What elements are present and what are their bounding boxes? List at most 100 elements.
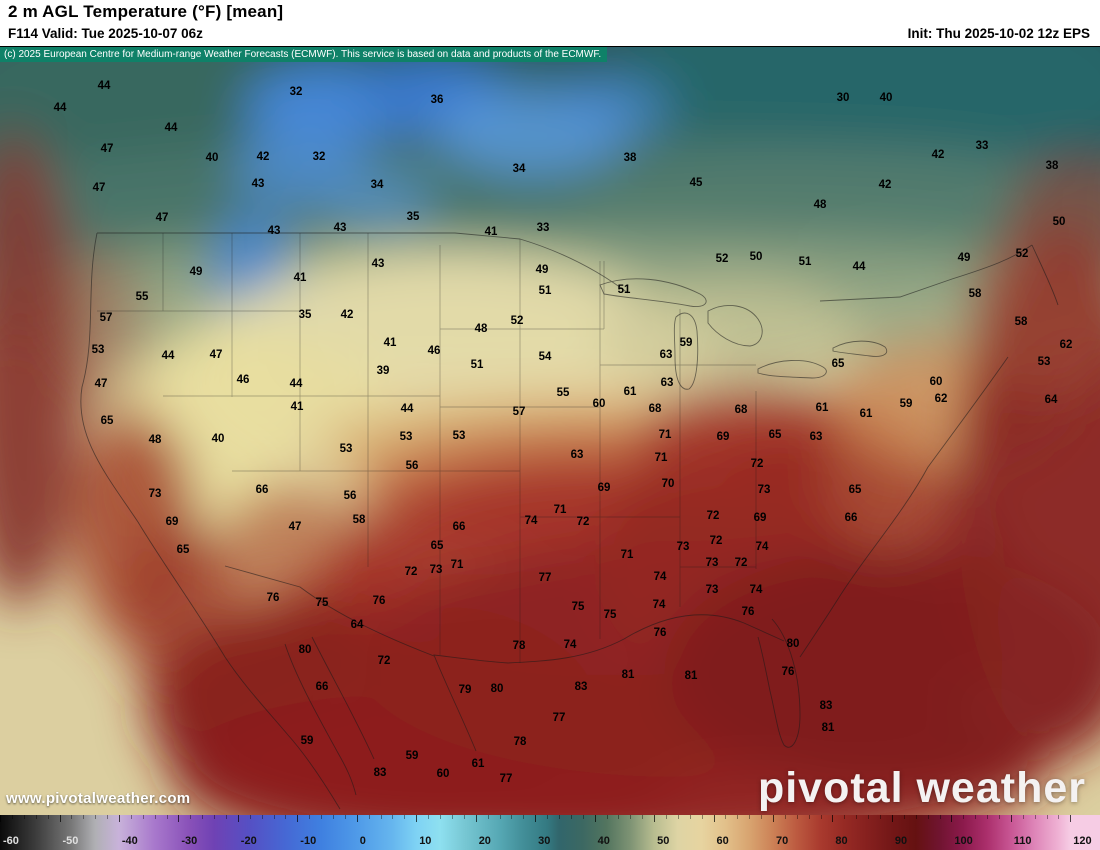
colorbar-tick [582, 815, 584, 819]
colorbar-tick [856, 815, 858, 819]
colorbar-tick [1010, 815, 1012, 822]
colorbar-tick [59, 815, 61, 822]
colorbar-tick [309, 815, 311, 819]
colorbar-tick [796, 815, 798, 819]
colorbar-tick [321, 815, 323, 819]
colorbar-tick [178, 815, 180, 822]
colorbar-tick-label: -50 [62, 835, 79, 847]
colorbar-tick [832, 815, 834, 822]
ecmwf-copyright: (c) 2025 European Centre for Medium-rang… [0, 47, 608, 62]
colorbar-tick [630, 815, 632, 819]
colorbar-tick [523, 815, 525, 819]
colorbar-tick [737, 815, 739, 819]
colorbar-tick [285, 815, 287, 819]
colorbar-tick [891, 815, 893, 822]
colorbar-tick [368, 815, 370, 819]
colorbar-tick [11, 815, 13, 819]
colorbar-tick [416, 815, 418, 822]
colorbar-tick [618, 815, 620, 819]
colorbar-tick-label: -40 [121, 835, 138, 847]
colorbar-tick [71, 815, 73, 819]
colorbar-tick [23, 815, 25, 819]
colorbar-tick [214, 815, 216, 819]
colorbar-tick [808, 815, 810, 819]
colorbar-tick [392, 815, 394, 819]
colorbar-tick [118, 815, 120, 822]
colorbar-tick [689, 815, 691, 819]
colorbar-tick-label: 110 [1013, 835, 1032, 847]
colorbar-tick [749, 815, 751, 819]
colorbar-tick-label: 120 [1073, 835, 1092, 847]
colorbar-tick [107, 815, 108, 819]
colorbar-tick [820, 815, 822, 819]
colorbar-tick-label: -60 [3, 835, 19, 847]
colorbar-tick [499, 815, 501, 819]
colorbar-tick [35, 815, 37, 819]
colorbar-tick [868, 815, 870, 819]
colorbar-tick [677, 815, 679, 819]
colorbar-tick [535, 815, 537, 822]
colorbar-tick-label: 0 [359, 835, 366, 847]
colorbar-tick [404, 815, 406, 819]
colorbar-tick-label: 20 [478, 835, 491, 847]
colorbar-tick [665, 815, 667, 819]
colorbar-tick [547, 815, 548, 819]
valid-time-label: F114 Valid: Tue 2025-10-07 06z [8, 26, 203, 41]
colorbar-tick-label: 90 [894, 835, 908, 847]
colorbar-tick [166, 815, 168, 819]
colorbar-tick [939, 815, 941, 819]
colorbar-tick [725, 815, 727, 819]
colorbar-tick [0, 815, 1, 822]
colorbar-tick [761, 815, 763, 819]
temperature-colorbar: -60 -50 -40 -30 -20 -10 0 10 20 30 40 50 60 70 80 90 100… [0, 815, 1100, 850]
colorbar-tick [142, 815, 144, 819]
map-title: 2 m AGL Temperature (°F) [mean] [8, 2, 284, 21]
colorbar-tick-label: 10 [419, 835, 432, 847]
colorbar-tick [333, 815, 334, 819]
colorbar-tick [975, 815, 977, 819]
colorbar-tick [963, 815, 965, 819]
colorbar-tick-label: 50 [657, 835, 670, 847]
temperature-map[interactable]: (c) 2025 European Centre for Medium-rang… [0, 46, 1100, 815]
colorbar-tick [784, 815, 786, 819]
colorbar-tick-label: 100 [954, 835, 973, 847]
colorbar-tick [190, 815, 192, 819]
colorbar-tick-label: 80 [835, 835, 848, 847]
colorbar-tick-label: 40 [597, 835, 610, 847]
colorbar-tick-label: -10 [300, 835, 317, 847]
colorbar-tick [570, 815, 572, 819]
colorbar-tick [915, 815, 917, 819]
colorbar-tick [344, 815, 346, 819]
watermark-url: www.pivotalweather.com [6, 790, 191, 807]
colorbar-tick [83, 815, 85, 819]
colorbar-tick-label: 30 [538, 835, 551, 847]
colorbar-tick [654, 815, 656, 822]
state-borders [97, 233, 757, 663]
colorbar-tick [130, 815, 132, 819]
colorbar-tick-label: 60 [716, 835, 729, 847]
colorbar-tick [47, 815, 49, 819]
map-header: 2 m AGL Temperature (°F) [mean] F114 Val… [0, 0, 1100, 46]
colorbar-tick-label: 70 [776, 835, 789, 847]
colorbar-tick [642, 815, 644, 819]
colorbar-tick [1070, 815, 1072, 822]
colorbar-tick [987, 815, 988, 819]
colorbar-tick [249, 815, 251, 819]
colorbar-tick [1046, 815, 1048, 819]
colorbar-tick [261, 815, 263, 819]
watermark-brand: pivotal weather [757, 764, 1086, 812]
colorbar-tick [273, 815, 275, 819]
colorbar-tick [1034, 815, 1036, 819]
temperature-field-graphic [0, 47, 1100, 815]
colorbar-tick [202, 815, 204, 819]
colorbar-tick [606, 815, 608, 819]
colorbar-tick [594, 815, 596, 822]
colorbar-tick-label: -20 [240, 835, 257, 847]
colorbar-tick [356, 815, 358, 822]
colorbar-tick [463, 815, 465, 819]
colorbar-tick [297, 815, 299, 822]
colorbar-tick [451, 815, 453, 819]
colorbar-tick [511, 815, 513, 819]
init-time-label: Init: Thu 2025-10-02 12z EPS [907, 26, 1090, 41]
